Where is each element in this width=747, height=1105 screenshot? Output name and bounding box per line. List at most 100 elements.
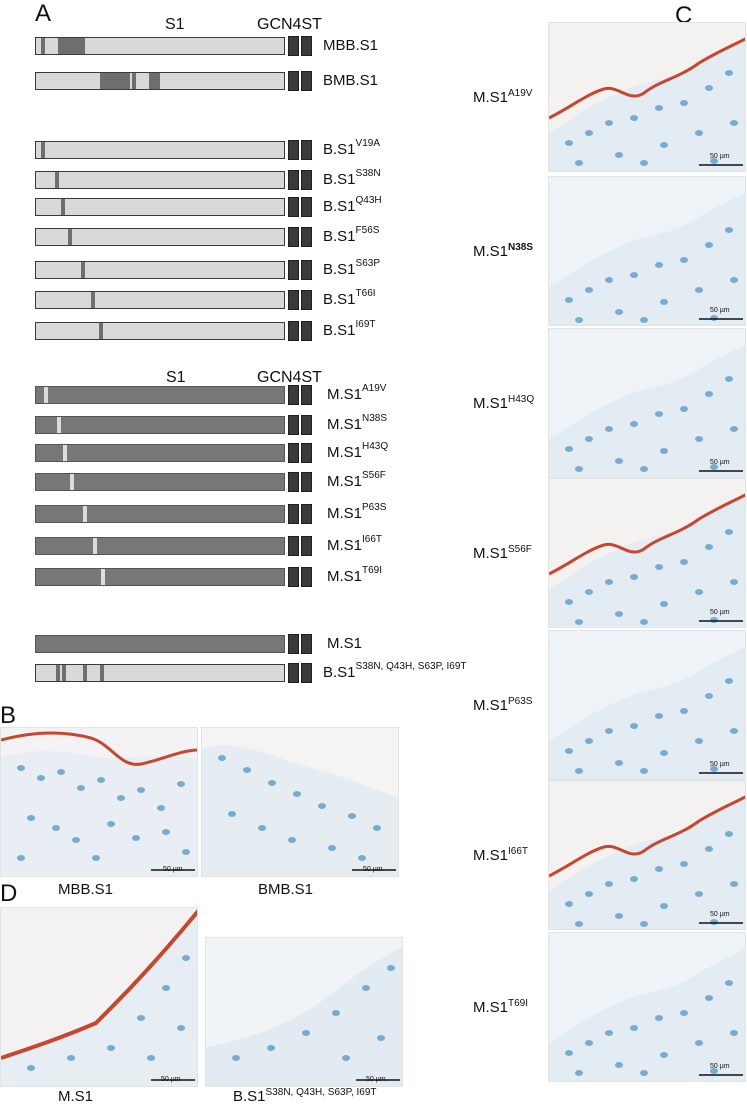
gcn4st-domain-box — [288, 567, 299, 587]
panel-c-label-mutation: H43Q — [508, 394, 535, 405]
construct-label-mutation: I69T — [355, 319, 376, 330]
mutation-stripe — [41, 38, 45, 54]
panel-c-label-base: M.S1 — [473, 89, 509, 106]
mutation-stripe — [63, 445, 67, 461]
mutation-stripe — [101, 569, 105, 585]
panel-c-label-mutation: I66T — [508, 846, 529, 857]
mutation-stripe — [110, 73, 114, 89]
gcn4st-domain-box — [288, 415, 299, 435]
gcn4st-domain-box — [288, 140, 299, 160]
mutation-stripe — [100, 665, 104, 681]
construct-bar — [35, 537, 285, 555]
construct-bar — [35, 228, 285, 246]
scale-label-c: 50 µm — [710, 609, 730, 616]
construct-bar — [35, 171, 285, 189]
construct-label-mutation: T69I — [362, 565, 383, 576]
construct-label-base: B.S1 — [323, 291, 356, 308]
mutation-stripe — [61, 199, 65, 215]
construct-label: M.S1N38S — [327, 414, 387, 433]
construct-label: B.S1Q43H — [323, 196, 382, 215]
construct-label-base: B.S1 — [323, 198, 356, 215]
scale-label-d2: 50 µm — [366, 1076, 386, 1083]
gcn4st-domain-box — [301, 140, 312, 160]
construct-bar — [35, 322, 285, 340]
panel-c-label-base: M.S1 — [473, 395, 509, 412]
mutation-stripe — [76, 38, 80, 54]
scale-label-c: 50 µm — [710, 307, 730, 314]
construct-label-mutation: I66T — [362, 534, 383, 545]
construct-label-base: M.S1 — [327, 444, 363, 461]
micrograph-panel-c — [548, 176, 746, 326]
scale-label-b2: 50 µm — [363, 866, 383, 873]
mutation-stripe — [83, 506, 87, 522]
scale-label-b1: 50 µm — [163, 866, 183, 873]
construct-bar — [35, 568, 285, 586]
gcn4st-domain-box — [301, 567, 312, 587]
construct-label: B.S1F56S — [323, 226, 379, 245]
micrograph-panel-c — [548, 478, 746, 628]
gcn4st-domain-box — [288, 634, 299, 654]
mutation-stripe — [55, 172, 59, 188]
construct-label-mutation: H43Q — [362, 441, 389, 452]
domain-header-gcn4st-mutant: GCN4ST — [257, 369, 322, 386]
gcn4st-domain-box — [288, 472, 299, 492]
mutation-stripe — [156, 73, 160, 89]
construct-label: B.S1S38N, Q43H, S63P, I69T — [323, 662, 467, 681]
panel-c-label-base: M.S1 — [473, 545, 509, 562]
construct-label: M.S1A19V — [327, 384, 386, 403]
gcn4st-domain-box — [301, 443, 312, 463]
mutation-stripe — [126, 73, 130, 89]
construct-label-mutation: S56F — [362, 470, 386, 481]
mutation-stripe — [122, 73, 126, 89]
scale-label-c: 50 µm — [710, 153, 730, 160]
gcn4st-domain-box — [301, 385, 312, 405]
mutation-stripe — [119, 73, 123, 89]
mutation-stripe — [149, 73, 153, 89]
scale-label-c: 50 µm — [710, 459, 730, 466]
construct-label: MBB.S1 — [323, 38, 378, 54]
construct-label: M.S1 — [327, 636, 362, 652]
construct-label: B.S1T66I — [323, 289, 376, 308]
mutation-stripe — [41, 142, 45, 158]
mutation-stripe — [68, 229, 72, 245]
construct-label: M.S1I66T — [327, 535, 382, 554]
construct-label: M.S1T69I — [327, 566, 382, 585]
domain-header-s1: S1 — [165, 16, 185, 33]
gcn4st-domain-box — [288, 385, 299, 405]
construct-bar — [35, 386, 285, 404]
construct-label: M.S1S56F — [327, 471, 386, 490]
micrograph-panel-c — [548, 328, 746, 478]
panel-letter-d: D — [0, 880, 18, 907]
panel-c-label-base: M.S1 — [473, 999, 509, 1016]
construct-label-base: B.S1 — [323, 322, 356, 339]
mutation-stripe — [83, 665, 87, 681]
construct-label-base: B.S1 — [323, 664, 356, 681]
construct-bar — [35, 664, 285, 682]
gcn4st-domain-box — [288, 71, 299, 91]
construct-label-mutation: T66I — [355, 288, 376, 299]
construct-label-mutation: V19A — [355, 138, 380, 149]
mutation-stripe — [132, 73, 136, 89]
gcn4st-domain-box — [288, 197, 299, 217]
mutation-stripe — [81, 262, 85, 278]
gcn4st-domain-box — [288, 536, 299, 556]
panel-c-label-base: M.S1 — [473, 243, 509, 260]
gcn4st-domain-box — [301, 36, 312, 56]
gcn4st-domain-box — [288, 663, 299, 683]
micrograph-b-s1-quad — [205, 937, 403, 1087]
gcn4st-domain-box — [288, 260, 299, 280]
scale-label-c: 50 µm — [710, 761, 730, 768]
domain-header-s1-mutant: S1 — [166, 369, 186, 386]
caption-d-b-s1-quad: B.S1S38N, Q43H, S63P, I69T — [233, 1087, 377, 1105]
construct-bar — [35, 37, 285, 55]
construct-label-base: B.S1 — [323, 261, 356, 278]
panel-c-label: M.S1A19V — [473, 88, 533, 106]
panel-c-label: M.S1H43Q — [473, 394, 535, 412]
panel-c-label: M.S1I66T — [473, 846, 529, 864]
micrograph-panel-c — [548, 780, 746, 930]
construct-label-mutation: A19V — [362, 383, 387, 394]
panel-letter-a: A — [35, 0, 52, 27]
gcn4st-domain-box — [301, 415, 312, 435]
gcn4st-domain-box — [301, 321, 312, 341]
panel-c-label-mutation: A19V — [508, 88, 533, 99]
